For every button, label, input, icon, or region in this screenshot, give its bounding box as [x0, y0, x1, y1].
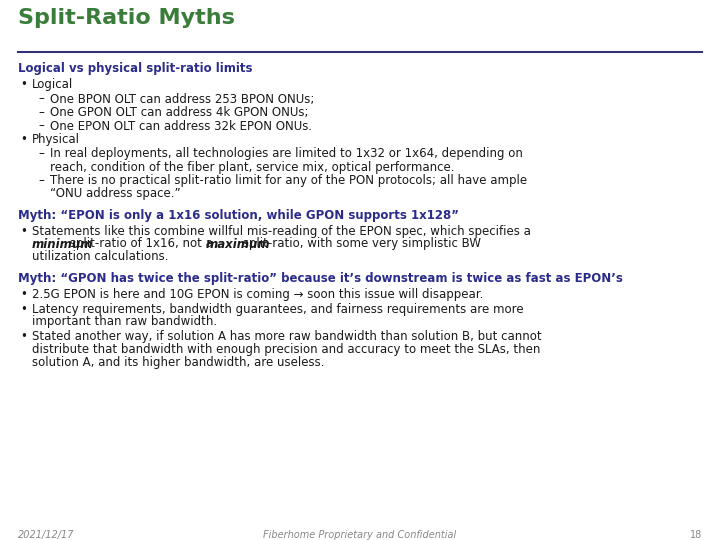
Text: •: • [20, 302, 27, 315]
Text: –: – [38, 119, 44, 132]
Text: split-ratio, with some very simplistic BW: split-ratio, with some very simplistic B… [239, 238, 481, 251]
Text: •: • [20, 78, 27, 91]
Text: •: • [20, 225, 27, 238]
Text: utilization calculations.: utilization calculations. [32, 251, 168, 264]
Text: –: – [38, 174, 44, 187]
Text: 2021/12/17: 2021/12/17 [18, 530, 74, 540]
Text: –: – [38, 92, 44, 105]
Text: There is no practical split-ratio limit for any of the PON protocols; all have a: There is no practical split-ratio limit … [50, 174, 527, 187]
Text: In real deployments, all technologies are limited to 1x32 or 1x64, depending on: In real deployments, all technologies ar… [50, 147, 523, 160]
Text: maximum: maximum [206, 238, 270, 251]
Text: important than raw bandwidth.: important than raw bandwidth. [32, 315, 217, 328]
Text: One BPON OLT can address 253 BPON ONUs;: One BPON OLT can address 253 BPON ONUs; [50, 92, 315, 105]
Text: One GPON OLT can address 4k GPON ONUs;: One GPON OLT can address 4k GPON ONUs; [50, 106, 308, 119]
Text: –: – [38, 147, 44, 160]
Text: •: • [20, 288, 27, 301]
Text: Physical: Physical [32, 133, 80, 146]
Text: distribute that bandwidth with enough precision and accuracy to meet the SLAs, t: distribute that bandwidth with enough pr… [32, 343, 541, 356]
Text: •: • [20, 330, 27, 343]
Text: –: – [38, 106, 44, 119]
Text: Logical vs physical split-ratio limits: Logical vs physical split-ratio limits [18, 62, 253, 75]
Text: solution A, and its higher bandwidth, are useless.: solution A, and its higher bandwidth, ar… [32, 356, 325, 369]
Text: Split-Ratio Myths: Split-Ratio Myths [18, 8, 235, 28]
Text: Myth: “EPON is only a 1x16 solution, while GPON supports 1x128”: Myth: “EPON is only a 1x16 solution, whi… [18, 208, 459, 221]
Text: Stated another way, if solution A has more raw bandwidth than solution B, but ca: Stated another way, if solution A has mo… [32, 330, 541, 343]
Text: Statements like this combine willful mis-reading of the EPON spec, which specifi: Statements like this combine willful mis… [32, 225, 531, 238]
Text: One EPON OLT can address 32k EPON ONUs.: One EPON OLT can address 32k EPON ONUs. [50, 119, 312, 132]
Text: minimum: minimum [32, 238, 94, 251]
Text: “ONU address space.”: “ONU address space.” [50, 187, 181, 200]
Text: 18: 18 [690, 530, 702, 540]
Text: 2.5G EPON is here and 10G EPON is coming → soon this issue will disappear.: 2.5G EPON is here and 10G EPON is coming… [32, 288, 483, 301]
Text: split-ratio of 1x16, not a: split-ratio of 1x16, not a [66, 238, 216, 251]
Text: Latency requirements, bandwidth guarantees, and fairness requirements are more: Latency requirements, bandwidth guarante… [32, 302, 523, 315]
Text: Fiberhome Proprietary and Confidential: Fiberhome Proprietary and Confidential [264, 530, 456, 540]
Text: reach, condition of the fiber plant, service mix, optical performance.: reach, condition of the fiber plant, ser… [50, 160, 454, 173]
Text: •: • [20, 133, 27, 146]
Text: Logical: Logical [32, 78, 73, 91]
Text: Myth: “GPON has twice the split-ratio” because it’s downstream is twice as fast : Myth: “GPON has twice the split-ratio” b… [18, 272, 623, 285]
